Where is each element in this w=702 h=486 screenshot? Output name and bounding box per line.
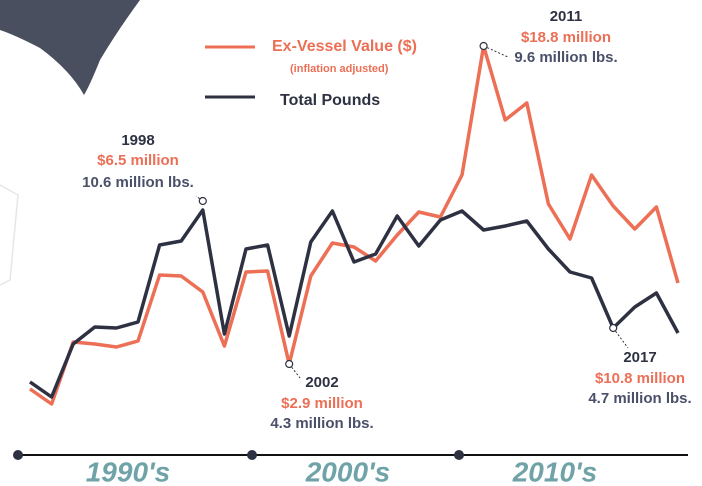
- decade-label: 2010's: [512, 456, 598, 486]
- annotation-point: [480, 43, 487, 50]
- annotation-pounds: 9.6 million lbs.: [514, 49, 617, 66]
- decade-label: 2000's: [305, 456, 391, 486]
- legend-note: (inflation adjusted): [290, 63, 389, 75]
- annotation-point: [199, 198, 206, 205]
- annotation-year: 2002: [305, 374, 338, 391]
- annotation-year: 1998: [121, 132, 154, 149]
- annotation-value: $6.5 million: [97, 152, 179, 169]
- annotation-pounds: 10.6 million lbs.: [82, 174, 194, 191]
- annotation-year: 2011: [550, 8, 583, 25]
- fin-decoration: [0, 0, 140, 95]
- annotation-year: 2017: [623, 349, 656, 366]
- decade-label: 1990's: [86, 456, 171, 486]
- annotation-value: $18.8 million: [521, 29, 611, 46]
- decade-dot: [247, 450, 257, 460]
- annotation-value: $2.9 million: [281, 395, 363, 412]
- chart: Ex-Vessel Value ($) (inflation adjusted)…: [0, 0, 702, 486]
- series-line: [30, 210, 678, 397]
- annotation-pounds: 4.7 million lbs.: [588, 390, 691, 407]
- background-decoration: [0, 185, 18, 285]
- annotation-point: [610, 325, 617, 332]
- decade-dot: [454, 450, 464, 460]
- annotation-point: [286, 361, 293, 368]
- legend-label: Ex-Vessel Value ($): [272, 38, 417, 55]
- annotation-pounds: 4.3 million lbs.: [270, 415, 373, 432]
- legend-label: Total Pounds: [280, 92, 380, 109]
- annotation-value: $10.8 million: [595, 370, 685, 387]
- decade-dot: [13, 450, 23, 460]
